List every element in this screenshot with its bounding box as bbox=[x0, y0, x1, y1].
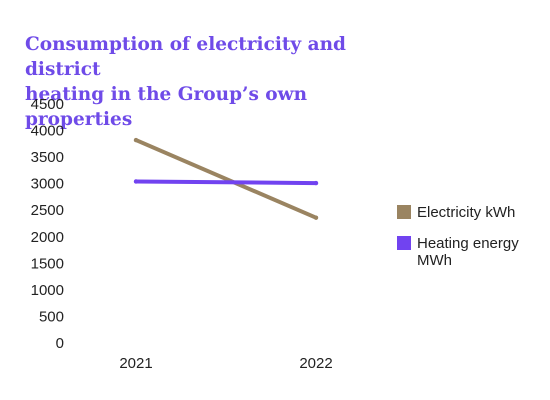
series-line-heating bbox=[134, 179, 318, 186]
data-point bbox=[133, 137, 139, 143]
y-tick-label: 500 bbox=[39, 308, 64, 325]
series-line-electricity bbox=[134, 138, 318, 220]
legend-swatch-electricity bbox=[397, 205, 411, 219]
data-point bbox=[313, 215, 319, 220]
plot-area bbox=[133, 137, 319, 220]
y-tick-label: 1000 bbox=[31, 282, 64, 299]
chart-title: Consumption of electricity and district … bbox=[25, 34, 346, 130]
y-tick-label: 4500 bbox=[31, 96, 64, 113]
x-tick-label: 2021 bbox=[119, 355, 152, 372]
x-tick-label: 2022 bbox=[299, 355, 332, 372]
y-tick-label: 3000 bbox=[31, 176, 64, 193]
legend-item-heating: Heating energy MWh bbox=[397, 235, 547, 269]
y-tick-label: 2500 bbox=[31, 202, 64, 219]
y-tick-label: 4000 bbox=[31, 123, 64, 140]
legend-label-electricity: Electricity kWh bbox=[417, 204, 516, 221]
y-tick-label: 2000 bbox=[31, 229, 64, 246]
data-point bbox=[133, 179, 139, 184]
y-axis: 0 500 1000 1500 2000 2500 3000 3500 4000 4500 bbox=[31, 96, 64, 352]
y-tick-label: 3500 bbox=[31, 149, 64, 166]
legend: Electricity kWh Heating energy MWh bbox=[397, 204, 547, 283]
x-axis: 2021 2022 bbox=[119, 355, 332, 372]
y-tick-label: 1500 bbox=[31, 255, 64, 272]
legend-swatch-heating bbox=[397, 236, 411, 250]
data-point bbox=[313, 180, 319, 186]
legend-item-electricity: Electricity kWh bbox=[397, 204, 547, 221]
y-tick-label: 0 bbox=[56, 335, 64, 352]
legend-label-heating: Heating energy MWh bbox=[417, 235, 519, 269]
